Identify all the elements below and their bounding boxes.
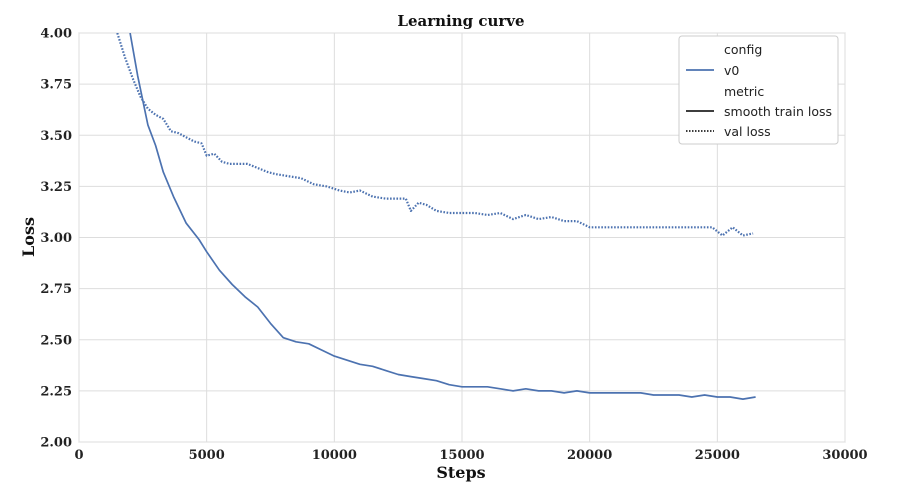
x-tick-label: 25000: [695, 448, 740, 463]
y-tick-label: 3.00: [40, 231, 72, 246]
legend: config v0 metric smooth train loss val l…: [678, 35, 839, 145]
x-axis-label: Steps: [436, 463, 485, 482]
x-tick-label: 20000: [567, 448, 612, 463]
y-tick-label: 2.50: [40, 333, 72, 348]
y-axis-label: Loss: [19, 217, 38, 257]
y-tick-label: 2.00: [40, 436, 72, 451]
x-tick-label: 30000: [822, 448, 867, 463]
legend-config-heading: config: [724, 42, 762, 57]
y-tick-label: 3.50: [40, 129, 72, 144]
x-tick-label: 10000: [312, 448, 357, 463]
grid: [78, 32, 846, 443]
x-tick-label: 0: [74, 448, 83, 463]
x-tick-label: 15000: [439, 448, 484, 463]
legend-box: [678, 35, 839, 145]
x-tick-label: 5000: [189, 448, 225, 463]
train-loss-line: [129, 33, 756, 400]
legend-metric-entry-val: val loss: [724, 124, 771, 139]
legend-metric-heading: metric: [724, 84, 764, 99]
y-tick-label: 3.75: [40, 78, 72, 93]
legend-metric-entry-train: smooth train loss: [724, 104, 832, 119]
chart-title: Learning curve: [397, 12, 524, 30]
series-layer: [116, 33, 756, 400]
val-loss-line: [116, 33, 754, 237]
y-tick-label: 2.75: [40, 282, 72, 297]
y-tick-label: 2.25: [40, 384, 72, 399]
legend-config-entry: v0: [724, 63, 739, 78]
ticks: 0 5000 10000 15000 20000 25000 30000 2.00 2.25 2.…: [40, 27, 867, 464]
y-tick-label: 4.00: [40, 27, 72, 42]
y-tick-label: 3.25: [40, 180, 72, 195]
